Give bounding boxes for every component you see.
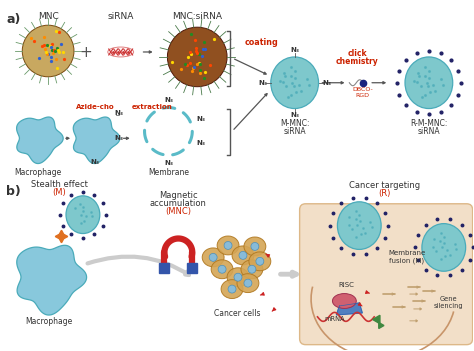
Text: (MNC): (MNC) — [165, 207, 191, 216]
Text: Cancer targeting: Cancer targeting — [348, 181, 419, 190]
Text: DBCO-: DBCO- — [352, 87, 373, 92]
Ellipse shape — [237, 274, 259, 293]
Text: N₃: N₃ — [290, 112, 299, 119]
Circle shape — [228, 285, 236, 293]
Ellipse shape — [108, 47, 134, 57]
Circle shape — [218, 265, 226, 273]
Text: a): a) — [6, 13, 21, 26]
Circle shape — [22, 25, 74, 77]
Ellipse shape — [66, 196, 100, 233]
Ellipse shape — [227, 268, 249, 287]
Text: Cancer cells: Cancer cells — [214, 309, 260, 318]
Text: mRNA: mRNA — [324, 316, 345, 322]
Text: Gene: Gene — [440, 296, 457, 302]
Text: siRNA: siRNA — [418, 127, 440, 136]
FancyBboxPatch shape — [300, 204, 473, 345]
Text: (R): (R) — [378, 189, 390, 198]
Text: N₃: N₃ — [290, 47, 299, 53]
Text: click: click — [347, 49, 367, 58]
Circle shape — [239, 251, 247, 259]
Text: silencing: silencing — [434, 303, 464, 309]
Ellipse shape — [271, 57, 319, 108]
Ellipse shape — [241, 260, 263, 279]
Text: N₃: N₃ — [164, 97, 173, 102]
Polygon shape — [73, 117, 120, 164]
Text: +: + — [80, 46, 92, 60]
Ellipse shape — [221, 280, 243, 298]
Text: RGD: RGD — [355, 93, 369, 98]
Circle shape — [224, 241, 232, 250]
Text: M-MNC:: M-MNC: — [280, 119, 310, 128]
Circle shape — [167, 27, 227, 87]
Text: b): b) — [6, 185, 21, 198]
Text: accumulation: accumulation — [150, 199, 207, 208]
Text: coating: coating — [245, 38, 279, 47]
Text: Azide-cho: Azide-cho — [75, 104, 114, 110]
Text: N₃: N₃ — [322, 80, 331, 86]
Text: Membrane: Membrane — [388, 250, 426, 256]
Text: (M): (M) — [52, 188, 66, 197]
Text: chemistry: chemistry — [336, 57, 379, 66]
Text: extraction: extraction — [132, 104, 173, 110]
Ellipse shape — [337, 202, 381, 250]
Text: Magnetic: Magnetic — [159, 191, 198, 200]
Text: R-M-MNC:: R-M-MNC: — [410, 119, 447, 128]
Ellipse shape — [211, 260, 233, 279]
Ellipse shape — [202, 248, 224, 267]
Ellipse shape — [232, 246, 254, 265]
Text: N₃: N₃ — [114, 135, 123, 141]
Text: RISC: RISC — [338, 282, 354, 288]
Text: MNC: MNC — [38, 12, 58, 21]
Text: Stealth effect: Stealth effect — [31, 180, 88, 189]
Ellipse shape — [244, 237, 266, 256]
Circle shape — [244, 279, 252, 287]
Text: N₃: N₃ — [114, 111, 123, 117]
Text: siRNA: siRNA — [283, 127, 306, 136]
Text: siRNA: siRNA — [108, 12, 134, 21]
Polygon shape — [17, 245, 87, 315]
Ellipse shape — [422, 224, 465, 271]
Circle shape — [248, 265, 256, 273]
Text: N₃: N₃ — [197, 117, 206, 122]
Ellipse shape — [332, 293, 356, 309]
Ellipse shape — [249, 252, 271, 271]
Text: Macrophage: Macrophage — [26, 317, 73, 326]
Text: MNC:siRNA: MNC:siRNA — [172, 12, 222, 21]
Text: N₃: N₃ — [197, 140, 206, 146]
Polygon shape — [337, 303, 362, 315]
Text: Macrophage: Macrophage — [15, 168, 62, 177]
Polygon shape — [17, 117, 63, 164]
Text: fusion (M): fusion (M) — [390, 257, 425, 264]
Circle shape — [251, 243, 259, 250]
Text: N₃: N₃ — [91, 159, 100, 165]
Text: Membrane: Membrane — [148, 168, 189, 177]
Text: N₃: N₃ — [258, 80, 267, 86]
Text: N₃: N₃ — [164, 160, 173, 166]
Circle shape — [256, 257, 264, 265]
Circle shape — [234, 273, 242, 281]
Ellipse shape — [217, 236, 239, 255]
Circle shape — [209, 253, 217, 261]
Ellipse shape — [405, 57, 453, 108]
